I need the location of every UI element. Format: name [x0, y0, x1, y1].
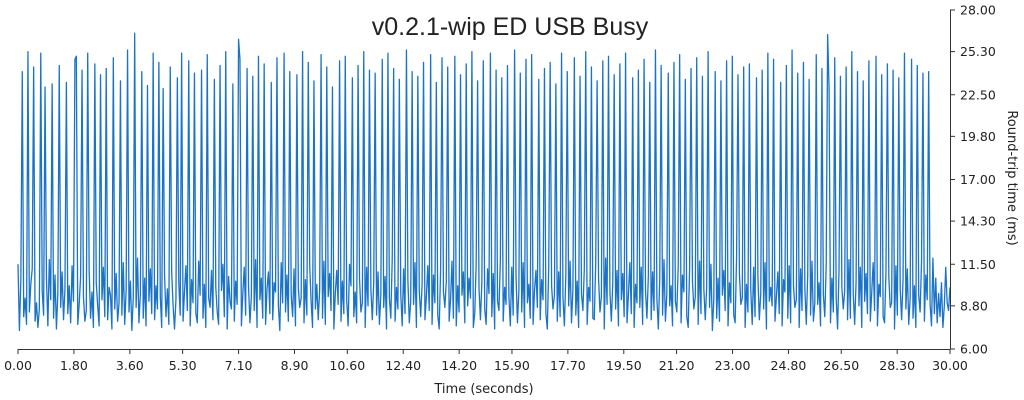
x-tick-label: 15.90 — [494, 358, 530, 373]
y-tick-label: 25.30 — [960, 44, 996, 59]
x-tick-label: 21.20 — [659, 358, 695, 373]
chart-title: v0.2.1-wip ED USB Busy — [372, 13, 649, 41]
x-tick-label: 23.00 — [715, 358, 751, 373]
x-tick-label: 14.20 — [441, 358, 477, 373]
x-tick-label: 10.60 — [329, 358, 365, 373]
y-tick-label: 28.00 — [960, 3, 996, 18]
series-line — [17, 32, 951, 332]
y-tick-label: 14.30 — [960, 214, 996, 229]
x-tick-label: 19.50 — [606, 358, 642, 373]
x-axis-label: Time (seconds) — [433, 382, 533, 397]
x-tick-label: 0.00 — [4, 358, 32, 373]
x-tick-label: 1.80 — [60, 358, 88, 373]
x-axis-ticks: 0.00 1.80 3.60 5.30 7.10 8.90 10.60 12.40 14.20 1… — [4, 349, 968, 373]
y-tick-label: 11.50 — [960, 257, 996, 272]
x-tick-label: 12.40 — [385, 358, 421, 373]
y-tick-label: 6.00 — [960, 342, 988, 357]
x-tick-label: 28.30 — [879, 358, 915, 373]
x-tick-label: 3.60 — [116, 358, 144, 373]
y-axis-ticks: 6.00 8.80 11.50 14.30 17.00 19.80 22.50 25.30 28… — [950, 3, 996, 357]
x-tick-label: 26.50 — [823, 358, 859, 373]
x-tick-label: 8.90 — [281, 358, 309, 373]
y-tick-label: 8.80 — [960, 298, 988, 313]
x-tick-label: 7.10 — [225, 358, 253, 373]
y-axis-label: Round-trip time (ms) — [1004, 110, 1019, 245]
x-tick-label: 30.00 — [932, 358, 968, 373]
x-tick-label: 24.80 — [771, 358, 807, 373]
x-tick-label: 17.70 — [550, 358, 586, 373]
y-tick-label: 19.80 — [960, 129, 996, 144]
x-tick-label: 5.30 — [169, 358, 197, 373]
y-tick-label: 17.00 — [960, 172, 996, 187]
y-tick-label: 22.50 — [960, 87, 996, 102]
series-layer — [17, 32, 951, 332]
